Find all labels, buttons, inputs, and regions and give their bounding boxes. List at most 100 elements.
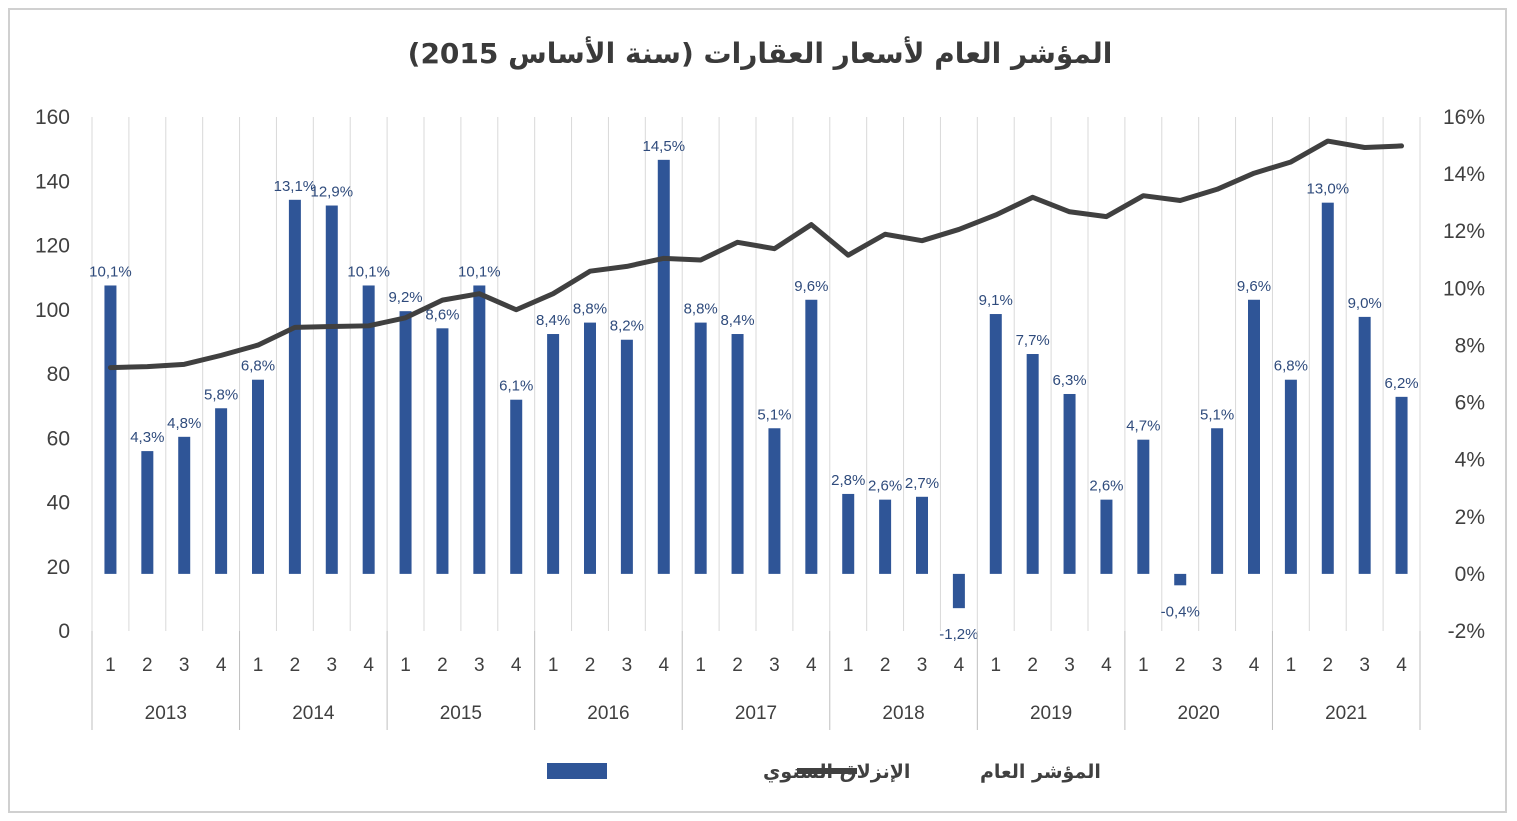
bar [657,159,670,574]
bar [1358,316,1371,574]
y-right-tick-label: 6% [1455,392,1485,415]
quarter-label: 3 [179,655,190,676]
quarter-label: 3 [326,655,337,676]
data-label: 6,1% [499,378,533,395]
quarter-label: 3 [1359,655,1370,676]
y-right-tick-label: 14% [1443,163,1485,186]
quarter-label: 3 [1064,655,1075,676]
data-label: 9,0% [1348,295,1382,312]
y-left-tick-label: 0 [58,620,70,643]
quarter-label: 2 [1027,655,1038,676]
data-label: 6,8% [1274,358,1308,375]
bar [547,334,560,574]
data-label: 10,1% [89,263,132,280]
data-label: 6,8% [241,358,275,375]
bar [1395,396,1408,574]
data-label: 8,2% [610,318,644,335]
quarter-label: 2 [290,655,301,676]
year-label: 2018 [882,703,924,724]
quarter-label: 2 [585,655,596,676]
bar [288,199,301,574]
legend-bar-swatch [547,763,607,779]
y-right-tick-label: 16% [1443,106,1485,129]
data-label: 8,8% [573,301,607,318]
bar [1137,439,1150,574]
quarter-label: 2 [1322,655,1333,676]
quarter-label: 3 [769,655,780,676]
y-right-tick-label: 0% [1455,563,1485,586]
bar [325,205,338,574]
bar [842,493,855,574]
quarter-label: 4 [216,655,227,676]
quarter-label: 3 [622,655,633,676]
bar [768,428,781,574]
data-label: -1,2% [939,626,978,643]
bar [473,285,486,574]
data-label: 8,6% [425,306,459,323]
bar [1321,202,1334,574]
data-label: 13,1% [274,178,317,195]
quarter-label: 1 [990,655,1001,676]
bar [252,379,264,574]
y-axis-left: 0 20 40 60 80 100 120 140 160 [35,106,70,643]
data-label: 9,2% [388,289,422,306]
quarter-label: 4 [1396,655,1407,676]
index-line [107,138,1405,371]
bar [399,311,412,574]
data-label: 10,1% [458,263,501,280]
bar [916,496,928,574]
data-labels: 10,1%4,3%4,8%5,8%6,8%13,1%12,9%10,1%9,2%… [89,138,1418,643]
quarter-label: 1 [105,655,116,676]
bar [1211,428,1224,574]
data-label: 5,8% [204,386,238,403]
y-right-tick-label: -2% [1448,620,1485,643]
grid-lines [91,117,1421,631]
bar [215,408,228,574]
quarter-label: 4 [363,655,374,676]
y-right-tick-label: 4% [1455,449,1485,472]
data-label: 9,6% [1237,278,1271,295]
bar [1174,573,1187,586]
quarter-label: 1 [400,655,411,676]
bar [620,339,633,574]
quarter-label: 1 [548,655,559,676]
y-left-tick-label: 60 [47,427,70,450]
quarter-label: 2 [437,655,448,676]
quarter-label: 4 [1101,655,1112,676]
bar [362,285,375,574]
data-label: 8,8% [684,301,718,318]
x-axis: 1 2 3 4 1 2 3 4 1 2 3 4 1 2 3 4 1 2 3 4 1 2 3 4 1 2 3 4 1 2 3 4 1 2 3 4 2013… [91,631,1421,730]
data-label: 5,1% [757,406,791,423]
quarter-label: 4 [511,655,522,676]
y-left-tick-label: 80 [47,363,70,386]
quarter-label: 3 [474,655,485,676]
quarter-label: 3 [1212,655,1223,676]
y-left-tick-label: 160 [35,106,70,129]
y-right-tick-label: 10% [1443,277,1485,300]
line-series [107,138,1405,371]
quarter-label: 4 [658,655,669,676]
y-right-tick-label: 8% [1455,334,1485,357]
chart: المؤشر العام لأسعار العقارات (سنة الأساس… [35,36,1485,784]
bar [1063,393,1076,574]
year-label: 2014 [292,703,335,724]
quarter-label: 2 [880,655,891,676]
data-label: 8,4% [536,312,570,329]
data-label: 9,6% [794,278,828,295]
year-label: 2020 [1178,703,1220,724]
data-label: 14,5% [643,138,686,155]
data-label: 6,3% [1052,372,1086,389]
year-label: 2017 [735,703,777,724]
bar [805,299,818,574]
data-label: 4,7% [1126,418,1160,435]
y-left-tick-label: 40 [47,492,70,515]
bar [952,573,965,609]
legend: الإنزلاق السنويالمؤشر العام [547,761,1101,784]
quarter-label: 1 [1286,655,1297,676]
chart-frame: المؤشر العام لأسعار العقارات (سنة الأساس… [8,8,1507,813]
bar [1284,379,1297,574]
data-label: 5,1% [1200,406,1234,423]
quarter-label: 1 [1138,655,1149,676]
bar [104,285,117,574]
y-axis-right: -2% 0% 2% 4% 6% 8% 10% 12% 14% 16% [1443,106,1485,643]
